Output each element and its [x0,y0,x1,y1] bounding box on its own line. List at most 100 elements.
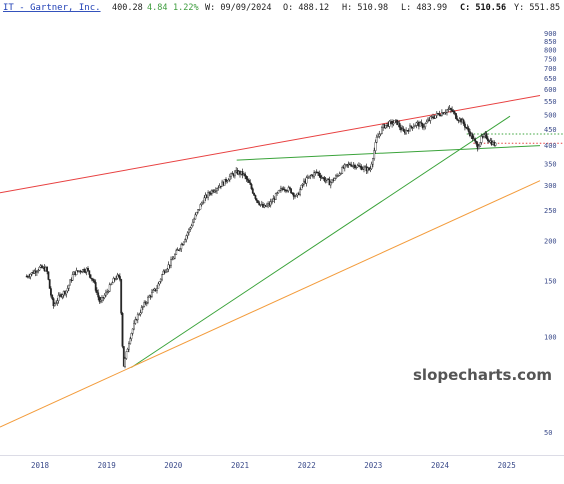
candle-body [191,221,194,227]
candle-body [61,294,64,297]
candle-body [226,180,229,182]
candle-body [319,175,322,179]
candle-body [306,177,309,179]
green-trendline[interactable] [236,145,541,161]
candle-body [335,175,337,179]
candle-body [134,319,137,324]
candle-body [295,194,298,197]
candle-body [37,270,40,272]
candle-body [147,297,149,303]
candle-body [112,278,115,283]
candle-body [452,110,455,113]
candle-body [185,235,188,240]
candle-body [88,270,91,275]
candle-body [214,190,217,192]
red-trendline[interactable] [0,95,541,194]
candle-body [456,118,459,121]
candle-body [471,133,474,140]
candle-body [89,274,92,279]
candle-body [170,259,172,266]
candle-body [216,188,218,191]
candle-body [203,197,206,204]
candle-body [370,163,373,169]
candle-body [51,295,54,299]
candle-body [111,282,114,285]
ticker-name[interactable]: IT - Gartner, Inc. [3,3,101,13]
candle-body [99,299,102,302]
candle-body [46,267,49,272]
candle-body [131,328,134,334]
x-tick-label: 2024 [431,461,450,470]
candle-body [248,180,250,183]
candle-body [29,274,32,277]
trendlines[interactable] [0,95,564,428]
candle-body [391,120,393,125]
candle-body [166,268,169,272]
candle-body [396,119,399,125]
candle-body [290,188,292,194]
candle-body [301,184,304,186]
candle-body [372,158,374,165]
y-tick-label: 100 [544,333,557,341]
candle-body [323,177,326,181]
candle-body [318,172,321,176]
candle-body [198,208,201,211]
candle-body [83,269,86,272]
candle-body [286,190,289,192]
low-readout: L: 483.99 [401,3,447,13]
candle-body [228,175,231,180]
candle-body [299,189,301,196]
candle-body [409,125,411,132]
candle-body [190,225,193,228]
candle-body [150,292,153,297]
candle-body [200,202,203,205]
candle-body [75,270,78,276]
candle-body [186,232,189,236]
candle-body [271,201,273,203]
candle-body [180,244,183,249]
candle-body [313,172,315,177]
candle-body [474,138,476,142]
candle-body [98,296,101,302]
green-trendline[interactable] [131,115,511,368]
candle-body [66,288,69,292]
candle-body [246,178,249,181]
candle-body [117,274,120,277]
candle-body [478,145,480,150]
candle-body [392,122,395,125]
y-tick-label: 650 [544,75,557,83]
candle-body [435,112,438,116]
orange-trendline[interactable] [0,180,541,428]
candle-body [65,290,68,295]
y-tick-label: 400 [544,142,557,150]
candle-body [195,212,198,216]
candle-body [94,282,97,291]
candle-body [136,314,139,320]
candle-body [305,177,308,184]
candle-body [161,274,163,280]
candle-body [494,142,497,146]
candle-body [217,187,220,189]
candle-body [138,314,140,316]
candle-body [419,122,422,127]
candle-body [469,131,471,137]
y-readout: Y: 551.85 [514,3,560,13]
candle-body [133,323,135,330]
candle-body [71,274,74,281]
candle-body [193,218,195,223]
price-change-pct: 1.22% [173,3,199,13]
candle-body [308,175,310,178]
candle-body [377,136,379,138]
x-tick-label: 2025 [498,461,516,470]
y-tick-label: 800 [544,47,557,55]
candle-body [121,313,124,347]
candle-body [159,278,162,282]
candle-body [451,109,453,112]
open-readout: O: 488.12 [283,3,329,13]
candle-body [156,288,158,291]
candle-body [250,184,253,189]
candle-body [140,307,143,314]
candle-body [327,178,330,180]
